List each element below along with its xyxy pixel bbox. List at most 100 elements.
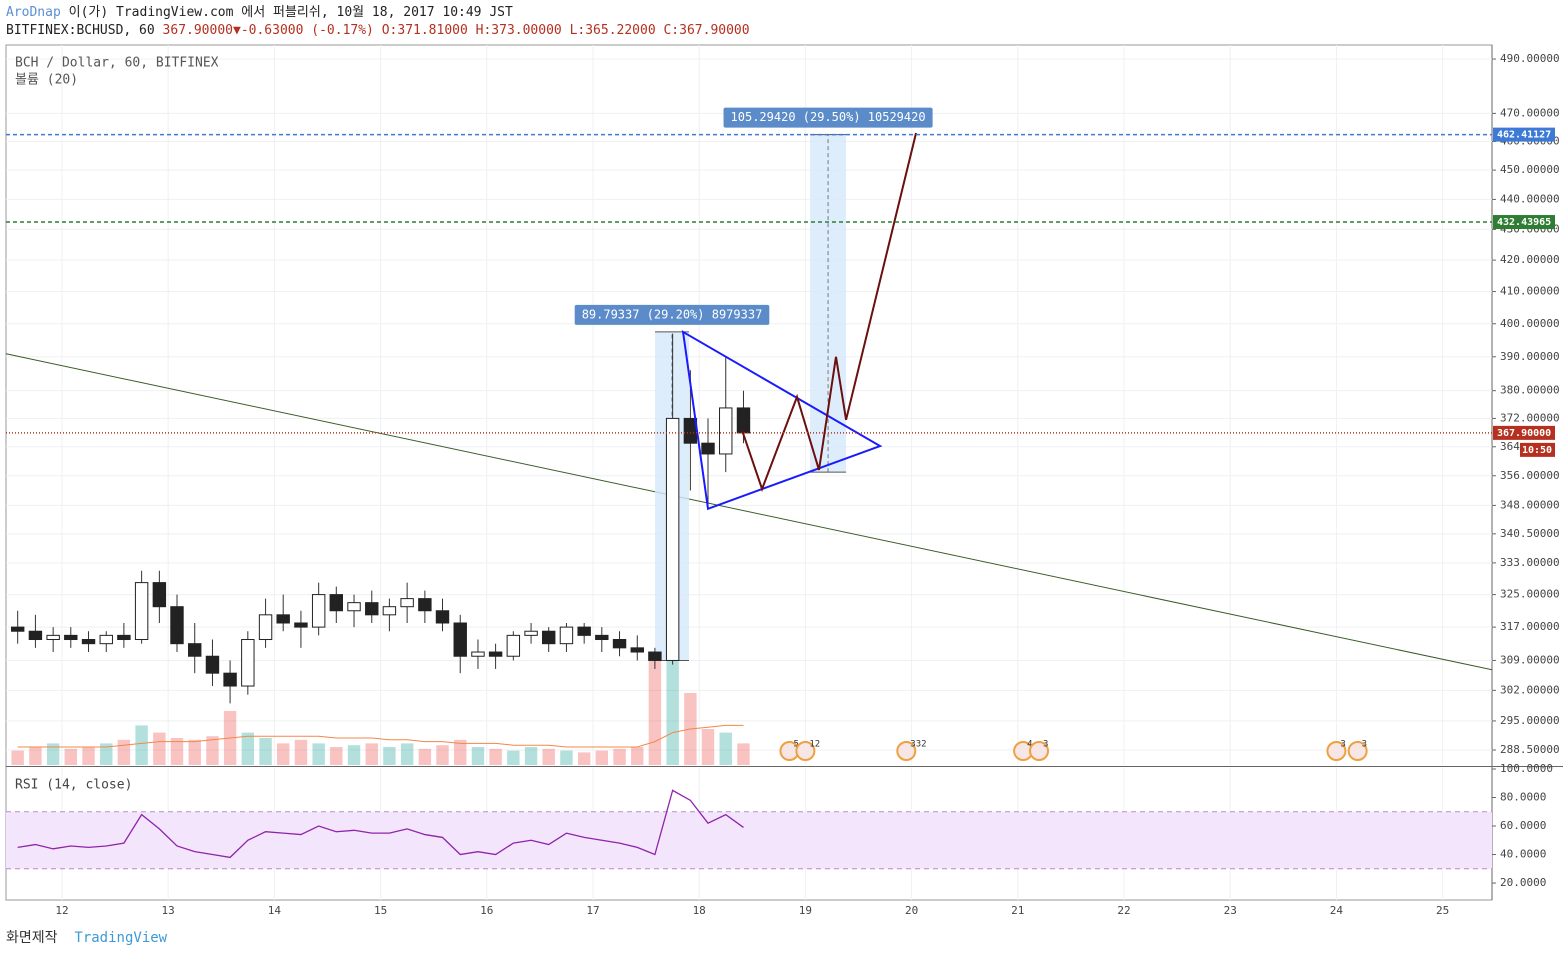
y-tick-label: 40.0000: [1500, 848, 1546, 861]
candle-body: [81, 639, 96, 645]
x-tick-label: 19: [799, 904, 812, 917]
volume-bar: [595, 750, 609, 765]
y-tick-label: 340.50000: [1500, 527, 1560, 540]
y-tick-label: 490.00000: [1500, 52, 1560, 65]
volume-bar: [365, 743, 378, 765]
brand: TradingView: [74, 930, 168, 946]
y-tick-label: 60.0000: [1500, 819, 1546, 832]
event-icon: [795, 741, 816, 761]
time-label: 10:50: [1522, 445, 1552, 456]
candle-body: [418, 598, 432, 612]
trend-line: [5, 353, 1493, 671]
measure-label-bg: [574, 304, 770, 325]
x-tick-label: 22: [1117, 904, 1130, 917]
candle-body: [435, 610, 450, 624]
y-tick-label: 364.: [1500, 440, 1527, 453]
volume-bar: [701, 729, 715, 765]
candle-body: [524, 630, 538, 636]
candle-body: [28, 630, 43, 641]
y-tick-label: 410.00000: [1500, 285, 1560, 298]
time-label-bg: [1520, 442, 1555, 457]
candle-body: [46, 634, 60, 641]
candle-body: [506, 634, 521, 657]
event-icon: [896, 741, 917, 761]
candle-body: [400, 598, 414, 608]
event-count: 12: [809, 740, 820, 750]
candle-body: [329, 594, 344, 612]
candle-body: [258, 614, 273, 641]
y-tick-label: 80.0000: [1500, 791, 1546, 804]
low: L:365.22000: [569, 23, 656, 38]
y-tick-label: 100.0000: [1500, 762, 1553, 775]
volume-bar: [64, 748, 77, 765]
event-icon: [1326, 741, 1347, 761]
candle-body: [99, 634, 113, 645]
y-tick-label: 288.50000: [1500, 743, 1560, 756]
arrow: ▼: [233, 23, 241, 38]
chart-title: BCH / Dollar, 60, BITFINEX: [15, 56, 219, 71]
published: 이(가) TradingView.com 에서 퍼블리쉬, 10월 18, 20…: [60, 5, 513, 20]
candle-body: [453, 622, 467, 657]
volume-bar: [400, 743, 414, 765]
y-tick-label: 450.00000: [1500, 163, 1560, 176]
price-label-bg: [1493, 127, 1555, 142]
x-tick-label: 25: [1436, 904, 1449, 917]
volume-bar: [135, 725, 148, 765]
volume-bar: [347, 745, 361, 765]
y-tick-label: 309.00000: [1500, 653, 1560, 666]
change: -0.63000 (-0.17%): [240, 23, 374, 38]
volume-bar: [560, 750, 573, 765]
x-tick-label: 21: [1011, 904, 1024, 917]
candle-body: [347, 602, 361, 612]
volume-bar: [719, 732, 732, 765]
y-tick-label: 390.00000: [1500, 350, 1560, 363]
volume-bar: [188, 739, 201, 765]
volume-bar: [241, 732, 255, 765]
event-count: 332: [910, 740, 926, 750]
candle-body: [205, 655, 220, 674]
triangle: [681, 330, 883, 511]
frame: [5, 44, 1493, 901]
close: C:367.90000: [663, 23, 750, 38]
candle-body: [170, 606, 184, 645]
measure-label: 105.29420 (29.50%) 10529420: [731, 110, 926, 124]
y-tick-label: 302.00000: [1500, 683, 1560, 696]
candle-body: [365, 602, 379, 616]
price-label: 367.90000: [1497, 428, 1551, 439]
candle-body: [488, 651, 503, 657]
x-tick-label: 13: [162, 904, 175, 917]
candle-body: [382, 606, 397, 616]
x-tick-label: 24: [1330, 904, 1344, 917]
y-tick-label: 420.00000: [1500, 253, 1560, 266]
volume-bar: [29, 747, 42, 765]
rsi-line: [17, 789, 744, 859]
volume-bar: [542, 748, 555, 765]
y-tick-label: 317.00000: [1500, 620, 1560, 633]
candle-body: [134, 582, 149, 641]
candle-body: [736, 407, 751, 434]
last: 367.90000: [162, 23, 233, 38]
event-count: 3: [1340, 740, 1345, 750]
volume-ma: [17, 724, 744, 748]
made-by: 화면제작: [6, 930, 58, 946]
y-tick-label: 440.00000: [1500, 192, 1560, 205]
footer: 화면제작 TradingView: [6, 927, 167, 947]
y-tick-label: 348.00000: [1500, 498, 1560, 511]
candle-body: [188, 643, 202, 657]
candle-body: [577, 626, 591, 636]
author: AroDnap: [6, 5, 61, 20]
y-tick-label: 372.00000: [1500, 411, 1560, 424]
candle-body: [719, 407, 733, 455]
high: H:373.00000: [475, 23, 562, 38]
volume-bar: [507, 750, 520, 765]
volume-bar: [737, 743, 750, 765]
volume-bar: [383, 747, 396, 765]
header: AroDnap 이(가) TradingView.com 에서 퍼블리쉬, 10…: [6, 4, 750, 40]
volume-bar: [100, 743, 113, 765]
candle-body: [665, 417, 680, 661]
y-tick-label: 333.00000: [1500, 556, 1560, 569]
volume-bar: [631, 747, 644, 765]
volume-bar: [418, 748, 432, 765]
x-tick-label: 14: [268, 904, 282, 917]
